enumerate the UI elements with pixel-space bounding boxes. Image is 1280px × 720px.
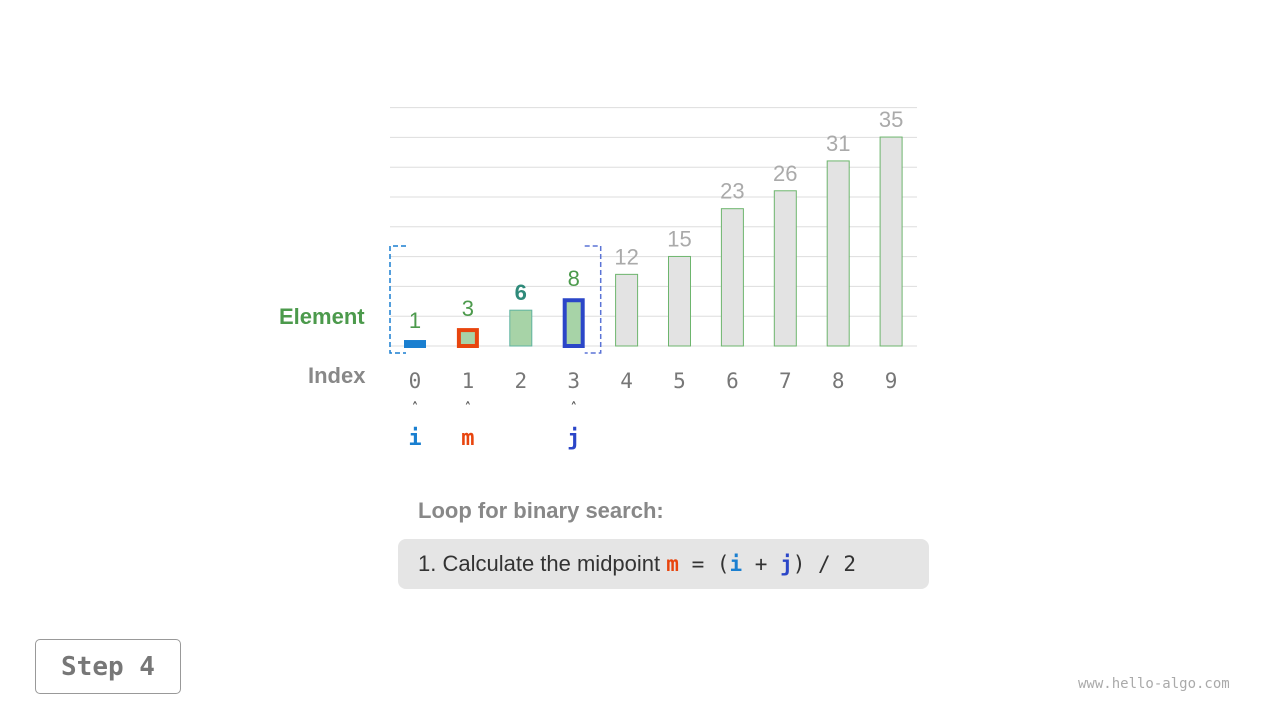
bar-i <box>404 340 426 348</box>
value-label: 15 <box>667 226 691 251</box>
bar <box>615 273 639 347</box>
step-text: 1. Calculate the midpoint <box>418 551 667 576</box>
value-label: 8 <box>568 266 580 291</box>
bar <box>826 160 850 347</box>
bar <box>879 136 903 347</box>
index-label: 4 <box>620 369 633 393</box>
watermark: www.hello-algo.com <box>1078 676 1230 692</box>
index-label: 6 <box>726 369 739 393</box>
bar-j <box>562 298 585 348</box>
value-label: 1 <box>409 308 421 333</box>
pointer-arrow-icon: ˄ <box>412 401 419 416</box>
j-var: j <box>780 552 793 576</box>
element-label: Element <box>279 304 365 329</box>
index-label: 7 <box>779 369 792 393</box>
value-label: 31 <box>826 131 850 156</box>
pointer-arrow-icon: ˄ <box>570 401 577 416</box>
range-bracket-right <box>584 245 602 354</box>
index-label: 3 <box>567 369 580 393</box>
tail-text: ) / 2 <box>792 552 856 576</box>
value-label: 23 <box>720 179 744 204</box>
eq-text: = ( <box>678 552 730 576</box>
plus-text: + <box>742 552 781 576</box>
i-var: i <box>729 552 743 576</box>
value-label: 35 <box>879 107 903 132</box>
value-label: 12 <box>614 244 638 269</box>
index-label: Index <box>308 363 366 388</box>
index-label: 2 <box>514 369 527 393</box>
index-label: 0 <box>409 369 422 393</box>
description-title: Loop for binary search: <box>418 498 664 523</box>
pointer-j: j <box>567 426 580 451</box>
index-label: 9 <box>885 369 898 393</box>
pointer-m: m <box>461 426 474 451</box>
bar <box>668 255 691 347</box>
value-label: 26 <box>773 161 797 186</box>
index-label: 8 <box>832 369 845 393</box>
bar <box>720 208 744 347</box>
range-bracket-left <box>389 245 406 354</box>
pointer-arrow-icon: ˄ <box>465 401 472 416</box>
m-var: m <box>666 552 679 576</box>
index-label: 5 <box>673 369 686 393</box>
pointer-i: i <box>408 426 421 451</box>
bar <box>773 190 797 347</box>
step-description: 1. Calculate the midpoint m = (i + j) / … <box>398 539 929 589</box>
bar-m <box>456 328 479 348</box>
step-button[interactable]: Step 4 <box>35 639 181 694</box>
index-label: 1 <box>462 369 475 393</box>
bar <box>509 309 533 347</box>
value-label: 3 <box>462 296 474 321</box>
value-label: 6 <box>515 280 527 305</box>
